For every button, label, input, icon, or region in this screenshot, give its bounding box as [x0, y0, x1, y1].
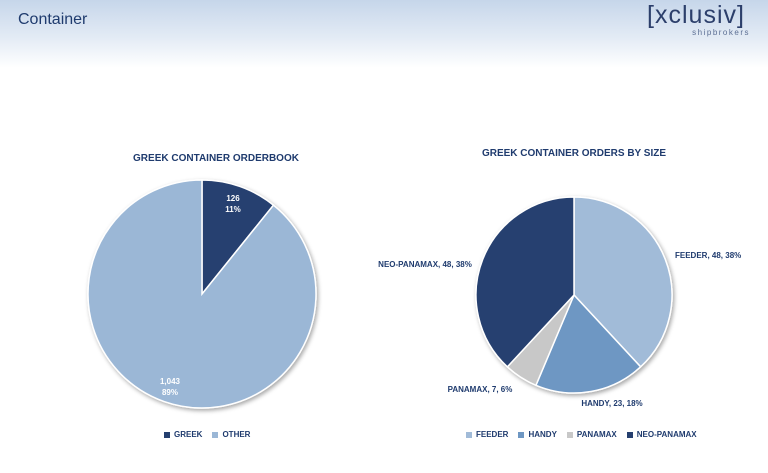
chart2-slice-handy: [534, 293, 642, 394]
chart1-legend-greek: GREEK: [164, 430, 202, 439]
legend-swatch: [164, 431, 170, 438]
chart2-label-feeder: FEEDER, 48, 38%: [675, 251, 741, 260]
chart1-label-greek-percent: 11%: [225, 205, 241, 214]
company-logo: [xclusiv] shipbrokers: [634, 1, 758, 38]
chart2-legend-neo-panamax: NEO-PANAMAX: [626, 430, 697, 439]
legend-label: GREEK: [174, 430, 203, 439]
chart1-title: GREEK CONTAINER ORDERBOOK: [133, 153, 299, 164]
chart2-slice-feeder: [573, 196, 673, 368]
logo-subtitle: shipbrokers: [692, 28, 750, 37]
legend-label: OTHER: [222, 430, 251, 439]
legend-label: HANDY: [528, 430, 557, 439]
chart1-legend: GREEK OTHER: [164, 430, 250, 439]
chart1-label-other-value: 1,043: [160, 377, 181, 386]
legend-swatch: [518, 431, 525, 438]
chart2-legend: FEEDER HANDY PANAMAX NEO-PANAMAX: [466, 430, 697, 439]
chart1-slice-other: [87, 179, 317, 409]
legend-label: PANAMAX: [576, 430, 617, 439]
chart2-slice-neo-panamax: [475, 196, 575, 368]
chart2-label-panamax: PANAMAX, 7, 6%: [448, 385, 513, 394]
chart2-label-neo-panamax: NEO-PANAMAX, 48, 38%: [378, 260, 472, 269]
chart2-title: GREEK CONTAINER ORDERS BY SIZE: [481, 148, 667, 159]
legend-swatch: [212, 431, 219, 438]
legend-label: NEO-PANAMAX: [636, 430, 697, 439]
chart2-legend-feeder: FEEDER: [466, 430, 508, 439]
page-title: Container: [18, 11, 88, 28]
legend-swatch: [566, 431, 573, 438]
legend-swatch: [466, 431, 472, 438]
legend-swatch: [626, 431, 633, 438]
chart1-label-other-percent: 89%: [162, 388, 178, 397]
header-bar: Container [xclusiv] shipbrokers: [0, 0, 768, 68]
chart2-label-handy: HANDY, 23, 18%: [581, 399, 642, 408]
legend-label: FEEDER: [476, 430, 509, 439]
chart2-legend-handy: HANDY: [518, 430, 557, 439]
logo-text: [xclusiv]: [647, 1, 745, 29]
chart1-slice-greek: [201, 179, 275, 297]
chart2-legend-panamax: PANAMAX: [566, 430, 617, 439]
chart1-legend-other: OTHER: [212, 430, 250, 439]
chart1-label-greek-value: 126: [226, 194, 240, 203]
